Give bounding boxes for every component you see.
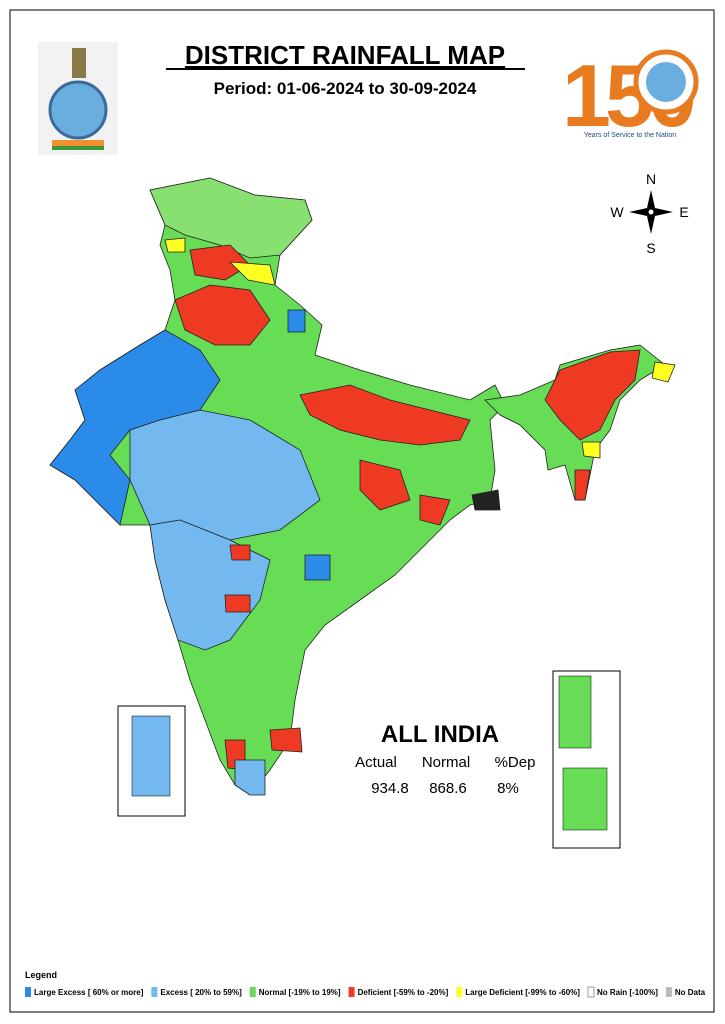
legend-swatch	[249, 987, 256, 997]
summary-value: 868.6	[429, 780, 467, 797]
summary-value: 8%	[497, 780, 519, 797]
legend-label: Large Excess [ 60% or more]	[34, 988, 144, 997]
legend-swatch	[25, 987, 31, 997]
compass-south: S	[646, 240, 655, 256]
legend-swatch	[587, 986, 595, 998]
summary-header: Actual	[355, 754, 397, 771]
legend-title: Legend	[25, 970, 57, 980]
summary-value: 934.8	[371, 780, 409, 797]
legend-label: Excess [ 20% to 59%]	[160, 988, 242, 997]
india-map	[49, 177, 676, 796]
legend-label: No Rain [-100%]	[597, 988, 658, 997]
summary-header: Normal	[422, 754, 470, 771]
logo-caption: Years of Service to the Nation	[584, 132, 676, 139]
summary-title: ALL INDIA	[381, 721, 499, 748]
legend-swatch	[348, 987, 355, 997]
map-title: DISTRICT RAINFALL MAP	[185, 40, 505, 70]
compass-east: E	[679, 204, 688, 220]
legend-label: Large Deficient [-99% to -60%]	[465, 988, 580, 997]
compass-west: W	[610, 204, 624, 220]
legend-label: No Data	[675, 988, 706, 997]
emblem-logo	[38, 42, 118, 155]
compass: N S E W	[610, 171, 688, 256]
legend-swatch	[151, 987, 158, 997]
compass-north: N	[646, 171, 656, 187]
inset-andaman	[552, 670, 621, 849]
summary-header: %Dep	[495, 754, 536, 771]
legend-swatch	[456, 987, 463, 997]
legend-swatch	[665, 987, 672, 997]
map-period: Period: 01-06-2024 to 30-09-2024	[214, 79, 477, 98]
legend-label: Deficient [-59% to -20%]	[358, 988, 449, 997]
legend-label: Normal [-19% to 19%]	[259, 988, 341, 997]
anniversary-logo: 150 Years of Service to the Nation	[562, 46, 700, 145]
legend: Large Excess [ 60% or more] Excess [ 20% …	[25, 986, 706, 998]
inset-lakshadweep	[117, 705, 186, 817]
page-border	[9, 9, 715, 1013]
